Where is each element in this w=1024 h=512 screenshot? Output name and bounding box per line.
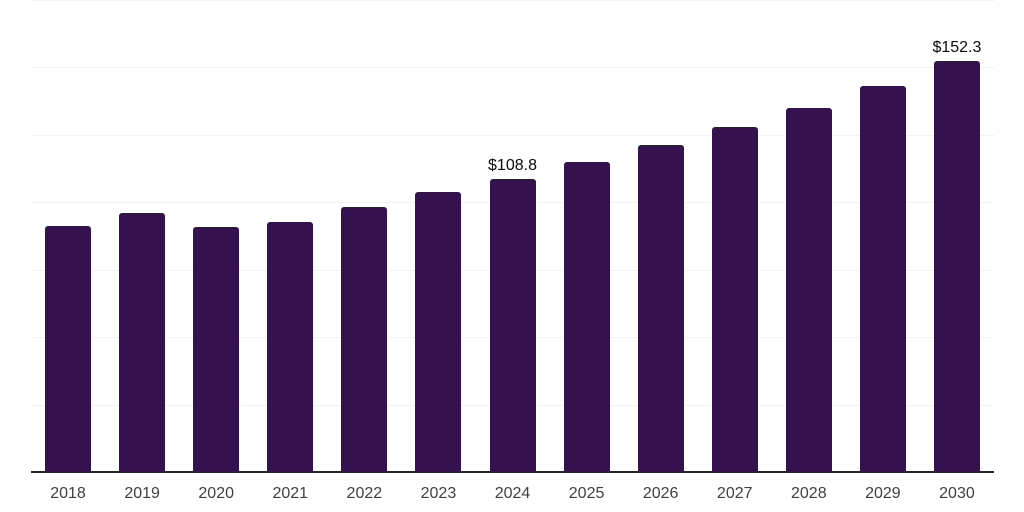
x-tick-label-2023: 2023 xyxy=(420,485,457,502)
gridline-125 xyxy=(31,134,994,136)
bar-2022 xyxy=(341,206,388,472)
bar-2030 xyxy=(933,61,980,472)
x-tick-label-2027: 2027 xyxy=(716,485,753,502)
x-axis-line xyxy=(31,471,994,473)
x-tick-label-2024: 2024 xyxy=(494,485,531,502)
bar-2025 xyxy=(563,161,610,472)
x-tick-label-2019: 2019 xyxy=(124,485,160,502)
bar-2026 xyxy=(637,145,684,472)
plot-area: $108.8 $152.3 xyxy=(31,0,994,472)
x-tick-label-2029: 2029 xyxy=(865,485,901,502)
bar-2023 xyxy=(415,192,462,472)
bar-2027 xyxy=(711,127,758,472)
x-tick-label-2030: 2030 xyxy=(939,485,975,502)
bar-2020 xyxy=(193,226,240,472)
bar-2018 xyxy=(45,226,92,472)
x-tick-label-2021: 2021 xyxy=(272,485,309,502)
bar-2029 xyxy=(859,85,906,472)
bar-2024 xyxy=(489,178,536,472)
x-tick-label-2025: 2025 xyxy=(568,485,605,502)
x-tick-label-2026: 2026 xyxy=(642,485,679,502)
bar-2019 xyxy=(119,212,166,472)
bar-2028 xyxy=(785,107,832,472)
x-tick-label-2018: 2018 xyxy=(50,485,86,502)
x-tick-label-2020: 2020 xyxy=(198,485,234,502)
gridline-175 xyxy=(31,0,994,1)
bar-2021 xyxy=(267,221,314,472)
gridline-150 xyxy=(31,67,994,69)
data-label-2030: $152.3 xyxy=(932,39,982,57)
data-label-2024: $108.8 xyxy=(488,156,537,174)
x-tick-label-2022: 2022 xyxy=(346,485,383,502)
x-tick-label-2028: 2028 xyxy=(791,485,827,502)
